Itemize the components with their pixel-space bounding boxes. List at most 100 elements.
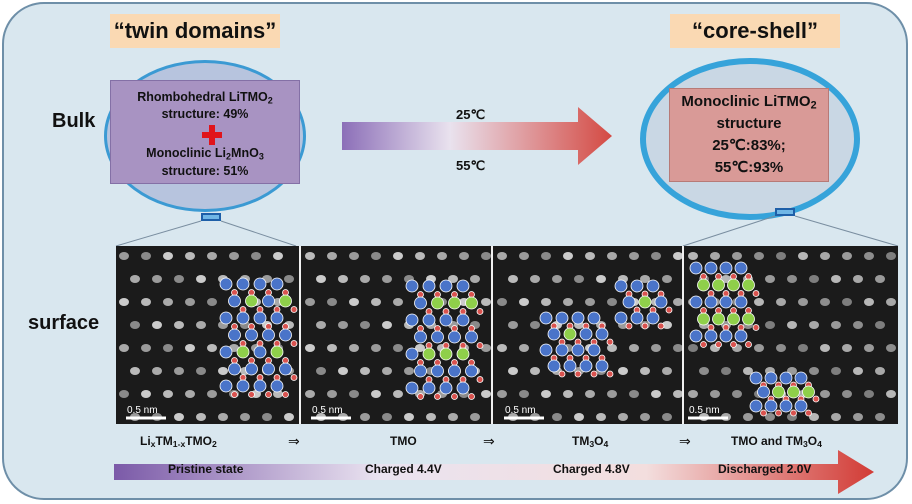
- atomic-column: [618, 367, 628, 375]
- atomic-column: [754, 344, 764, 352]
- atomic-column: [497, 252, 507, 260]
- li-atom: [802, 385, 815, 399]
- atomic-column: [809, 413, 819, 421]
- atomic-column: [305, 344, 315, 352]
- tm-atom: [630, 311, 644, 325]
- tm-atom: [228, 328, 241, 342]
- tm-atom: [431, 330, 444, 344]
- monoclinic-fraction: structure: 51%: [161, 164, 249, 178]
- atomic-column: [305, 298, 315, 306]
- atomic-column: [875, 367, 885, 375]
- tm-atom: [794, 399, 808, 413]
- oxygen-atom: [625, 322, 633, 330]
- atomic-column: [831, 321, 841, 329]
- zoom-line-right-b: [794, 215, 899, 247]
- atomic-column: [732, 390, 742, 398]
- tm-atom: [794, 371, 808, 385]
- atomic-column: [393, 252, 403, 260]
- atomic-column: [130, 367, 140, 375]
- atomic-column: [809, 321, 819, 329]
- atomic-column: [688, 344, 698, 352]
- tm-atom: [704, 295, 718, 309]
- atomic-column: [875, 275, 885, 283]
- caption-tm3o4: TM3O4: [572, 434, 609, 450]
- atomic-column: [662, 367, 672, 375]
- tm-atom: [749, 399, 763, 413]
- li-atom: [712, 278, 725, 292]
- atomic-column: [640, 413, 650, 421]
- atomic-column: [382, 367, 392, 375]
- atomic-column: [864, 344, 874, 352]
- atomic-column: [130, 275, 140, 283]
- bulk-row-label: Bulk: [52, 110, 96, 132]
- tm-atom: [422, 381, 436, 395]
- atomic-column: [809, 275, 819, 283]
- tm-atom: [236, 379, 250, 393]
- implies-arrow-3: ⇒: [679, 434, 691, 450]
- temperature-label-25c: 25℃: [456, 107, 486, 122]
- atomic-column: [776, 344, 786, 352]
- atomic-column: [152, 367, 162, 375]
- atomic-column: [519, 298, 529, 306]
- oxygen-atom: [265, 391, 272, 398]
- scale-bar-label-3: 0.5 nm: [505, 405, 536, 416]
- atomic-column: [607, 252, 617, 260]
- tm-atom: [236, 277, 250, 291]
- li-atom: [697, 312, 710, 326]
- atomic-column: [809, 367, 819, 375]
- tm-atom: [689, 295, 703, 309]
- atomic-column: [207, 252, 217, 260]
- li-atom: [279, 294, 292, 308]
- atomic-column: [765, 413, 775, 421]
- atomic-column: [875, 321, 885, 329]
- atomic-column: [240, 413, 250, 421]
- tm-atom: [689, 329, 703, 343]
- tm-atom: [571, 311, 585, 325]
- oxygen-atom: [606, 338, 614, 346]
- atomic-column: [820, 298, 830, 306]
- tm-atom: [465, 364, 478, 378]
- atomic-column: [470, 275, 480, 283]
- atomic-column: [185, 298, 195, 306]
- atomic-column: [360, 321, 370, 329]
- atomic-column: [262, 413, 272, 421]
- atomic-column: [853, 367, 863, 375]
- atomic-column: [196, 275, 206, 283]
- li-atom: [742, 278, 755, 292]
- atomic-column: [552, 413, 562, 421]
- atomic-column: [404, 367, 414, 375]
- atomic-column: [640, 275, 650, 283]
- atomic-column: [710, 252, 720, 260]
- tm-atom: [465, 330, 478, 344]
- atomic-column: [607, 298, 617, 306]
- atomic-column: [563, 298, 573, 306]
- atomic-column: [699, 367, 709, 375]
- atomic-column: [853, 413, 863, 421]
- atomic-column: [820, 252, 830, 260]
- tm-atom: [236, 311, 250, 325]
- atomic-column: [174, 413, 184, 421]
- implies-arrow-2: ⇒: [483, 434, 495, 450]
- atomic-column: [316, 275, 326, 283]
- atomic-column: [662, 321, 672, 329]
- atomic-column: [163, 344, 173, 352]
- li-atom: [456, 347, 470, 361]
- atomic-column: [316, 367, 326, 375]
- monoclinic-litmo2-label: Monoclinic LiTMO2: [681, 93, 817, 112]
- atomic-column: [404, 413, 414, 421]
- tm-atom: [704, 329, 718, 343]
- atomic-column: [459, 252, 469, 260]
- atomic-column: [119, 344, 129, 352]
- tm-atom: [689, 261, 703, 275]
- tm-atom: [704, 261, 718, 275]
- atomic-column: [481, 298, 491, 306]
- tm-atom: [614, 311, 628, 325]
- atomic-column: [651, 390, 661, 398]
- oxygen-atom: [231, 391, 238, 398]
- tm-atom: [749, 371, 763, 385]
- oxygen-atom: [417, 393, 424, 400]
- atomic-column: [765, 321, 775, 329]
- atomic-column: [207, 344, 217, 352]
- tm-atom: [219, 311, 233, 325]
- zoom-region-marker-left: [201, 213, 221, 221]
